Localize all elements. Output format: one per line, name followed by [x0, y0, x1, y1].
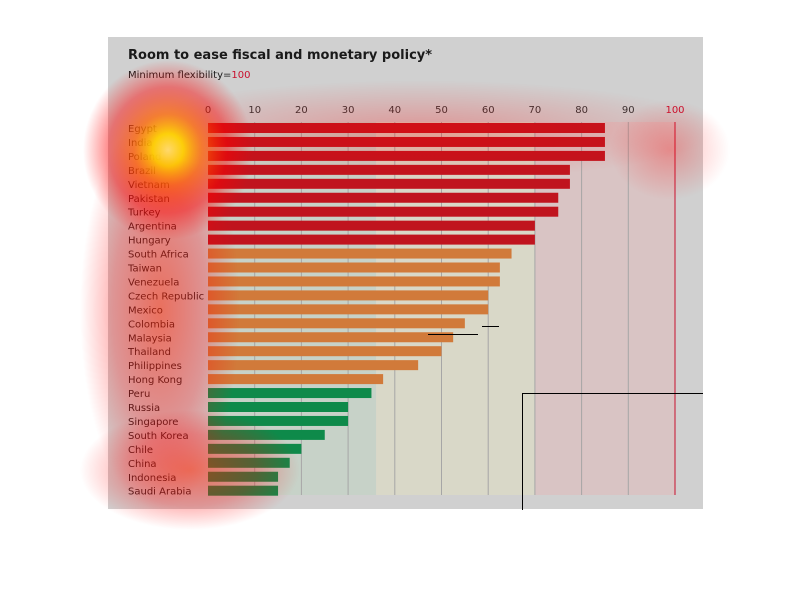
- category-label: China: [128, 459, 157, 470]
- category-label: Hong Kong: [128, 375, 182, 386]
- bar: [208, 429, 325, 440]
- bar: [208, 290, 489, 301]
- category-label: Saudi Arabia: [128, 487, 191, 498]
- category-label: South Africa: [128, 250, 189, 261]
- bar: [208, 248, 512, 259]
- bar: [208, 206, 559, 217]
- category-label: Hungary: [128, 236, 171, 247]
- chart-subtitle: Minimum flexibility=100: [128, 70, 251, 81]
- subtitle-value: 100: [231, 70, 251, 81]
- callout-box-top: [522, 393, 703, 394]
- category-label: Czech Republic: [128, 291, 204, 302]
- callout-line-mid: [428, 334, 478, 335]
- category-label: Egypt: [128, 124, 157, 135]
- category-label: Argentina: [128, 222, 177, 233]
- callout-box-left: [522, 393, 523, 510]
- bar: [208, 234, 535, 245]
- bar: [208, 318, 465, 329]
- bar: [208, 485, 279, 496]
- x-tick-label: 10: [248, 105, 261, 116]
- bar: [208, 374, 384, 385]
- x-tick-label: 80: [575, 105, 588, 116]
- bar: [208, 388, 372, 399]
- bar: [208, 150, 605, 161]
- x-tick-label: 50: [435, 105, 448, 116]
- bar: [208, 346, 442, 357]
- category-label: Peru: [128, 389, 150, 400]
- category-label: Philippines: [128, 361, 182, 372]
- category-label: Colombia: [128, 319, 175, 330]
- category-label: Brazil: [128, 166, 156, 177]
- bar: [208, 123, 605, 133]
- x-tick-label: 20: [295, 105, 308, 116]
- category-label: Mexico: [128, 305, 163, 316]
- bar: [208, 164, 570, 175]
- bar: [208, 136, 605, 147]
- x-tick-label: 60: [482, 105, 495, 116]
- bar: [208, 220, 535, 231]
- x-tick-label: 90: [622, 105, 635, 116]
- category-label: Poland: [128, 152, 161, 163]
- x-tick-label: 70: [529, 105, 542, 116]
- category-label: Turkey: [127, 208, 161, 219]
- callout-line-short: [482, 326, 499, 327]
- category-label: Indonesia: [128, 473, 176, 484]
- category-label: Singapore: [128, 417, 178, 428]
- bar: [208, 457, 290, 468]
- bar: [208, 471, 279, 482]
- category-label: South Korea: [128, 431, 189, 442]
- x-tick-label: 30: [342, 105, 355, 116]
- bar: [208, 443, 302, 454]
- category-label: Russia: [128, 403, 160, 414]
- category-labels: Egypt India Poland Brazil Vietnam Pakistan Tur…: [127, 124, 204, 498]
- bar: [208, 304, 489, 315]
- category-label: India: [128, 138, 153, 149]
- chart-title: Room to ease fiscal and monetary policy*: [128, 48, 433, 63]
- category-label: Thailand: [127, 347, 171, 358]
- category-label: Chile: [128, 445, 153, 456]
- category-label: Pakistan: [128, 194, 170, 205]
- x-tick-label: 40: [388, 105, 401, 116]
- band-high: [534, 122, 675, 495]
- bar: [208, 415, 349, 426]
- bar: [208, 192, 559, 203]
- bar: [208, 178, 570, 189]
- bar: [208, 360, 419, 371]
- bar: [208, 332, 454, 343]
- x-tick-label: 0: [205, 105, 211, 116]
- x-tick-label: 100: [665, 105, 684, 116]
- category-label: Venezuela: [128, 277, 179, 288]
- bar: [208, 402, 349, 412]
- bar: [208, 262, 500, 273]
- category-label: Vietnam: [128, 180, 170, 191]
- x-axis-ticks: 0 10 20 30 40 50 60 70 80 90 100: [205, 105, 685, 116]
- category-label: Taiwan: [127, 264, 162, 275]
- category-label: Malaysia: [128, 333, 172, 344]
- subtitle-prefix: Minimum flexibility=: [128, 70, 232, 81]
- bar: [208, 276, 500, 287]
